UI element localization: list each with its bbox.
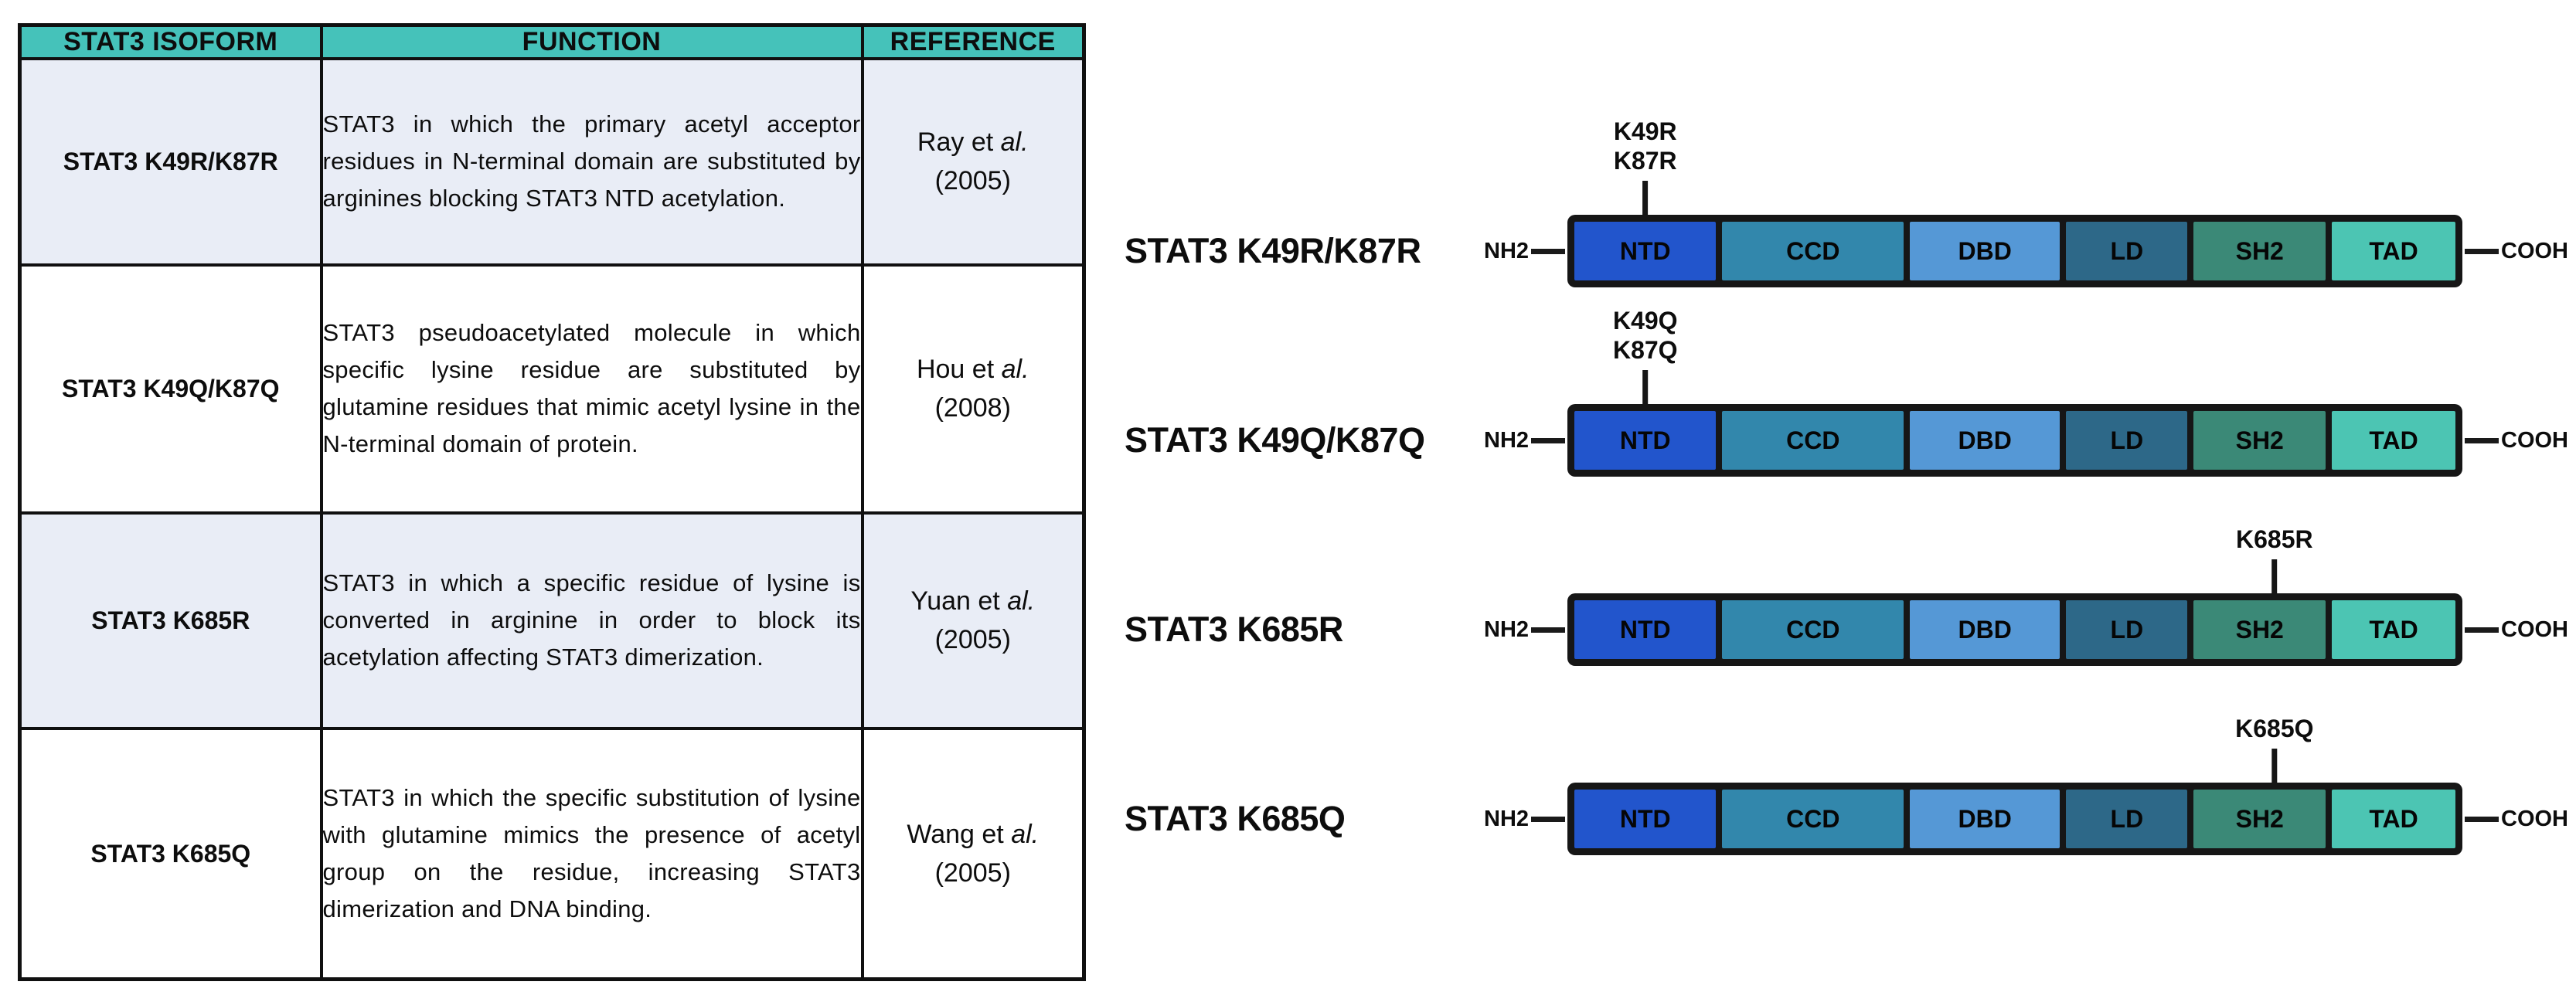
domain-tad: TAD [2332, 790, 2455, 848]
domain-sh2: SH2 [2193, 600, 2326, 659]
diagram-row-k685q: STAT3 K685Q NH2 NTD CCD DBD LD SH2 TAD K… [1125, 715, 2568, 855]
mutation-label: K49Q K87Q [1612, 307, 1678, 364]
domain-tad: TAD [2332, 411, 2455, 470]
domain-ntd: NTD [1574, 411, 1717, 470]
function-cell: STAT3 in which the specific substitution… [319, 727, 864, 981]
domain-ntd: NTD [1574, 600, 1717, 659]
mutation-pointer-line [2271, 559, 2278, 593]
table-row: STAT3 K685R STAT3 in which a specific re… [18, 511, 1086, 731]
mutation-label: K685Q [2235, 715, 2314, 742]
reference-cell: Ray et al. (2005) [860, 57, 1086, 267]
protein-domain-bar: NTD CCD DBD LD SH2 TAD K49Q K87Q [1567, 307, 2462, 477]
n-terminus-label: NH2 [1484, 616, 1530, 642]
diagram-title: STAT3 K685R [1125, 610, 1343, 649]
reference-year: (2005) [934, 625, 1011, 655]
c-terminus-line [2465, 437, 2499, 443]
domain-ccd: CCD [1722, 411, 1904, 470]
mutation-pointer-line [1642, 181, 1649, 215]
reference-authors: Yuan et al. [910, 586, 1036, 616]
domain-dbd: DBD [1910, 790, 2060, 848]
n-terminus-label: NH2 [1484, 806, 1530, 831]
diagram-row-k49q-k87q: STAT3 K49Q/K87Q NH2 NTD CCD DBD LD SH2 T… [1125, 307, 2568, 477]
mutation-pointer-line [1642, 370, 1649, 404]
reference-authors: Hou et al. [916, 355, 1029, 385]
n-terminus-line [1531, 437, 1566, 443]
n-terminus-line [1531, 248, 1566, 254]
col-header-reference: REFERENCE [860, 23, 1086, 60]
c-terminus-line [2465, 248, 2499, 254]
c-terminus-label: COOH [2501, 427, 2568, 453]
reference-cell: Hou et al. (2008) [860, 263, 1086, 515]
isoform-cell: STAT3 K49Q/K87Q [18, 263, 323, 515]
domain-ld: LD [2066, 411, 2188, 470]
diagram-row-k49r-k87r: STAT3 K49R/K87R NH2 NTD CCD DBD LD SH2 T… [1125, 117, 2568, 287]
domain-ld: LD [2066, 222, 2188, 280]
mutation-label: K49R K87R [1613, 117, 1677, 175]
domain-sh2: SH2 [2193, 411, 2326, 470]
c-terminus-line [2465, 816, 2499, 822]
reference-year: (2005) [934, 166, 1011, 196]
isoform-table: STAT3 ISOFORM FUNCTION REFERENCE STAT3 K… [18, 23, 1086, 981]
mutation-label: K685R [2236, 525, 2313, 553]
diagram-title: STAT3 K49Q/K87Q [1125, 420, 1425, 460]
domain-sh2: SH2 [2193, 222, 2326, 280]
reference-authors: Ray et al. [917, 127, 1029, 158]
table-row: STAT3 K685Q STAT3 in which the specific … [18, 727, 1086, 981]
diagram-title: STAT3 K49R/K87R [1125, 231, 1421, 270]
n-terminus-label: NH2 [1484, 238, 1530, 263]
table-row: STAT3 K49Q/K87Q STAT3 pseudoacetylated m… [18, 263, 1086, 515]
domain-ntd: NTD [1574, 222, 1717, 280]
function-cell: STAT3 in which a specific residue of lys… [319, 511, 864, 731]
domain-dbd: DBD [1910, 600, 2060, 659]
protein-domain-bar: NTD CCD DBD LD SH2 TAD K49R K87R [1567, 117, 2462, 287]
mutation-annotation: K49R K87R [1614, 117, 1677, 215]
protein-domain-bar: NTD CCD DBD LD SH2 TAD K685Q [1567, 715, 2462, 855]
col-header-function: FUNCTION [319, 23, 864, 60]
table-header-row: STAT3 ISOFORM FUNCTION REFERENCE [18, 23, 1086, 60]
isoform-cell: STAT3 K49R/K87R [18, 57, 323, 267]
col-header-isoform: STAT3 ISOFORM [18, 23, 323, 60]
n-terminus-label: NH2 [1484, 427, 1530, 453]
reference-year: (2008) [934, 393, 1011, 423]
domain-dbd: DBD [1910, 411, 2060, 470]
domain-ntd: NTD [1574, 790, 1717, 848]
c-terminus-label: COOH [2501, 238, 2568, 263]
reference-year: (2005) [934, 858, 1011, 888]
domain-sh2: SH2 [2193, 790, 2326, 848]
table-row: STAT3 K49R/K87R STAT3 in which the prima… [18, 57, 1086, 267]
domain-ccd: CCD [1722, 222, 1904, 280]
reference-cell: Wang et al. (2005) [860, 727, 1086, 981]
n-terminus-line [1531, 816, 1566, 822]
c-terminus-label: COOH [2501, 616, 2568, 642]
protein-domain-bar: NTD CCD DBD LD SH2 TAD K685R [1567, 525, 2462, 666]
mutation-annotation: K49Q K87Q [1613, 306, 1678, 404]
domain-ccd: CCD [1722, 790, 1904, 848]
function-cell: STAT3 pseudoacetylated molecule in which… [319, 263, 864, 515]
domain-ld: LD [2066, 600, 2188, 659]
reference-cell: Yuan et al. (2005) [860, 511, 1086, 731]
function-cell: STAT3 in which the primary acetyl accept… [319, 57, 864, 267]
domain-ld: LD [2066, 790, 2188, 848]
domain-dbd: DBD [1910, 222, 2060, 280]
c-terminus-label: COOH [2501, 806, 2568, 831]
mutation-pointer-line [2271, 749, 2278, 783]
domain-tad: TAD [2332, 222, 2455, 280]
domain-tad: TAD [2332, 600, 2455, 659]
isoform-cell: STAT3 K685R [18, 511, 323, 731]
c-terminus-line [2465, 627, 2499, 633]
diagram-title: STAT3 K685Q [1125, 799, 1346, 838]
reference-authors: Wang et al. [907, 820, 1040, 850]
mutation-annotation: K685R [2236, 525, 2313, 593]
diagram-row-k685r: STAT3 K685R NH2 NTD CCD DBD LD SH2 TAD K… [1125, 525, 2568, 666]
n-terminus-line [1531, 627, 1566, 633]
domain-ccd: CCD [1722, 600, 1904, 659]
isoform-cell: STAT3 K685Q [18, 727, 323, 981]
mutation-annotation: K685Q [2235, 714, 2314, 783]
